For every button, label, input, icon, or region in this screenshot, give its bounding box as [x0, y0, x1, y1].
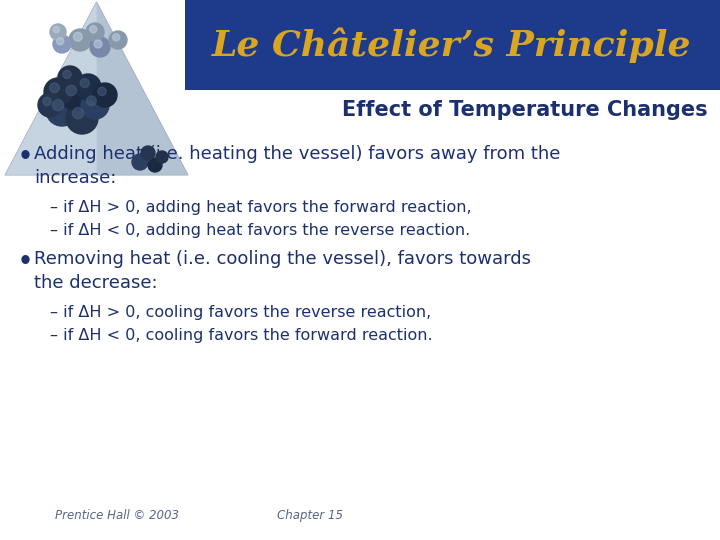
Circle shape: [50, 83, 59, 93]
Polygon shape: [96, 2, 188, 175]
Circle shape: [66, 102, 98, 134]
Circle shape: [75, 74, 101, 100]
Circle shape: [109, 31, 127, 49]
Text: Prentice Hall © 2003: Prentice Hall © 2003: [55, 509, 179, 522]
Text: – if ΔH > 0, cooling favors the reverse reaction,: – if ΔH > 0, cooling favors the reverse …: [50, 305, 431, 320]
Text: Chapter 15: Chapter 15: [277, 509, 343, 522]
Circle shape: [73, 32, 82, 41]
Circle shape: [73, 107, 84, 119]
Text: – if ΔH < 0, adding heat favors the reverse reaction.: – if ΔH < 0, adding heat favors the reve…: [50, 223, 470, 238]
Circle shape: [66, 85, 76, 96]
Text: – if ΔH < 0, cooling favors the forward reaction.: – if ΔH < 0, cooling favors the forward …: [50, 328, 433, 343]
Circle shape: [81, 91, 109, 119]
Text: Effect of Temperature Changes: Effect of Temperature Changes: [343, 100, 708, 120]
Circle shape: [89, 26, 96, 33]
Circle shape: [69, 29, 91, 51]
Text: Adding heat (i.e. heating the vessel) favors away from the
increase:: Adding heat (i.e. heating the vessel) fa…: [34, 145, 560, 187]
Circle shape: [42, 97, 51, 106]
Circle shape: [132, 154, 148, 170]
Circle shape: [112, 33, 120, 41]
Circle shape: [44, 78, 72, 106]
Circle shape: [98, 87, 107, 96]
Text: – if ΔH > 0, adding heat favors the forward reaction,: – if ΔH > 0, adding heat favors the forw…: [50, 200, 472, 215]
Circle shape: [80, 78, 89, 87]
Circle shape: [93, 83, 117, 107]
Circle shape: [50, 24, 66, 40]
Circle shape: [86, 23, 104, 41]
Text: Le Châtelier’s Principle: Le Châtelier’s Principle: [212, 27, 692, 63]
Circle shape: [38, 93, 62, 117]
FancyBboxPatch shape: [185, 0, 720, 90]
Circle shape: [63, 70, 71, 79]
Circle shape: [94, 40, 102, 48]
Polygon shape: [5, 2, 96, 175]
Circle shape: [53, 99, 63, 111]
Circle shape: [156, 151, 168, 163]
Circle shape: [60, 80, 90, 110]
Circle shape: [46, 94, 78, 126]
Circle shape: [90, 37, 110, 57]
Circle shape: [148, 158, 162, 172]
Circle shape: [141, 146, 155, 160]
Circle shape: [86, 96, 96, 106]
Text: •: •: [18, 145, 33, 169]
Circle shape: [58, 66, 82, 90]
Circle shape: [53, 35, 71, 53]
Text: •: •: [18, 250, 33, 274]
Polygon shape: [5, 2, 188, 175]
Circle shape: [57, 38, 64, 45]
Text: Removing heat (i.e. cooling the vessel), favors towards
the decrease:: Removing heat (i.e. cooling the vessel),…: [34, 250, 531, 292]
Circle shape: [53, 26, 60, 33]
